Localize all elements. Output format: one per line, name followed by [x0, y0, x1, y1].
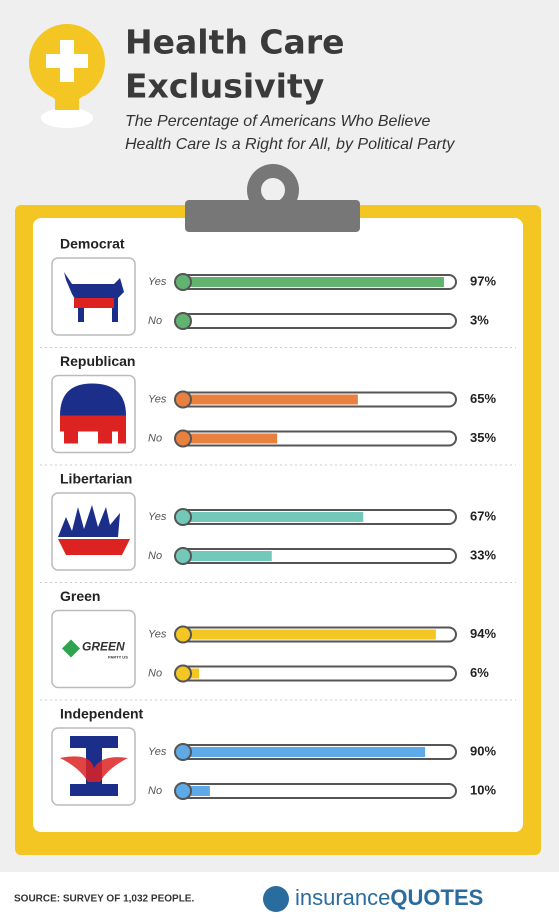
title: Exclusivity: [125, 67, 324, 106]
brand-1: insurance: [295, 885, 390, 910]
category-label: Yes: [148, 276, 167, 288]
party-name: Green: [60, 588, 100, 604]
bulb: [174, 782, 192, 800]
health-icon: [29, 24, 105, 128]
bar: [183, 551, 272, 561]
brand-icon: [263, 886, 289, 912]
bulb: [174, 664, 192, 683]
party-logo-box: [51, 609, 136, 689]
elephant-body: [60, 415, 126, 444]
value-label: 90%: [470, 743, 496, 758]
bulb: [174, 547, 192, 565]
bulb: [174, 312, 192, 330]
value-label: 65%: [470, 391, 496, 406]
green-logo-sub: PARTY US: [108, 655, 128, 660]
party-name: Independent: [60, 706, 144, 722]
category-label: No: [148, 667, 162, 679]
porcupine-body: [58, 539, 130, 555]
value-label: 10%: [470, 782, 496, 797]
category-label: No: [148, 785, 162, 797]
party-name: Republican: [60, 353, 135, 369]
brand: insuranceQUOTES: [295, 885, 483, 910]
value-label: 35%: [470, 430, 496, 445]
party-name: Democrat: [60, 236, 125, 252]
bar: [183, 512, 364, 522]
tube: [178, 783, 457, 799]
eagle: [60, 756, 128, 782]
bar: [183, 786, 210, 796]
independent-i: [70, 736, 118, 796]
porcupine: [58, 505, 120, 537]
bar: [183, 629, 436, 640]
category-label: No: [148, 432, 162, 444]
category-label: No: [148, 550, 162, 562]
value-label: 6%: [470, 665, 489, 680]
green-logo: GREEN: [82, 640, 125, 654]
category-label: No: [148, 315, 162, 327]
category-label: Yes: [148, 393, 167, 405]
bulb: [174, 508, 192, 526]
donkey: [64, 272, 124, 322]
value-label: 67%: [470, 508, 496, 523]
sections: Democrat Yes 97% No 3% Republican Yes 65% No 35% L…: [40, 236, 516, 806]
elephant: [60, 383, 126, 416]
bulb: [174, 743, 192, 761]
category-label: Yes: [148, 746, 167, 758]
party-name: Libertarian: [60, 471, 132, 487]
value-label: 94%: [470, 626, 496, 641]
subtitle: The Percentage of Americans Who Believe: [125, 113, 430, 130]
tube: [178, 313, 457, 329]
bulb: [174, 273, 192, 291]
stripe: [74, 298, 114, 308]
brand-2: QUOTES: [390, 885, 483, 910]
tube: [178, 665, 457, 682]
value-label: 3%: [470, 312, 489, 327]
subtitle: Health Care Is a Right for All, by Polit…: [125, 136, 455, 153]
category-label: Yes: [148, 628, 167, 640]
bar: [183, 747, 426, 757]
bar: [183, 277, 444, 287]
bar: [183, 433, 278, 444]
bulb: [174, 625, 192, 644]
value-label: 33%: [470, 547, 496, 562]
green-diamond: [62, 639, 80, 658]
bar: [183, 394, 358, 405]
value-label: 97%: [470, 273, 496, 288]
bulb: [174, 429, 192, 448]
category-label: Yes: [148, 511, 167, 523]
title: Health Care: [125, 23, 344, 62]
clip: [185, 164, 360, 232]
source: SOURCE: SURVEY OF 1,032 PEOPLE.: [14, 894, 194, 905]
bulb: [174, 390, 192, 409]
